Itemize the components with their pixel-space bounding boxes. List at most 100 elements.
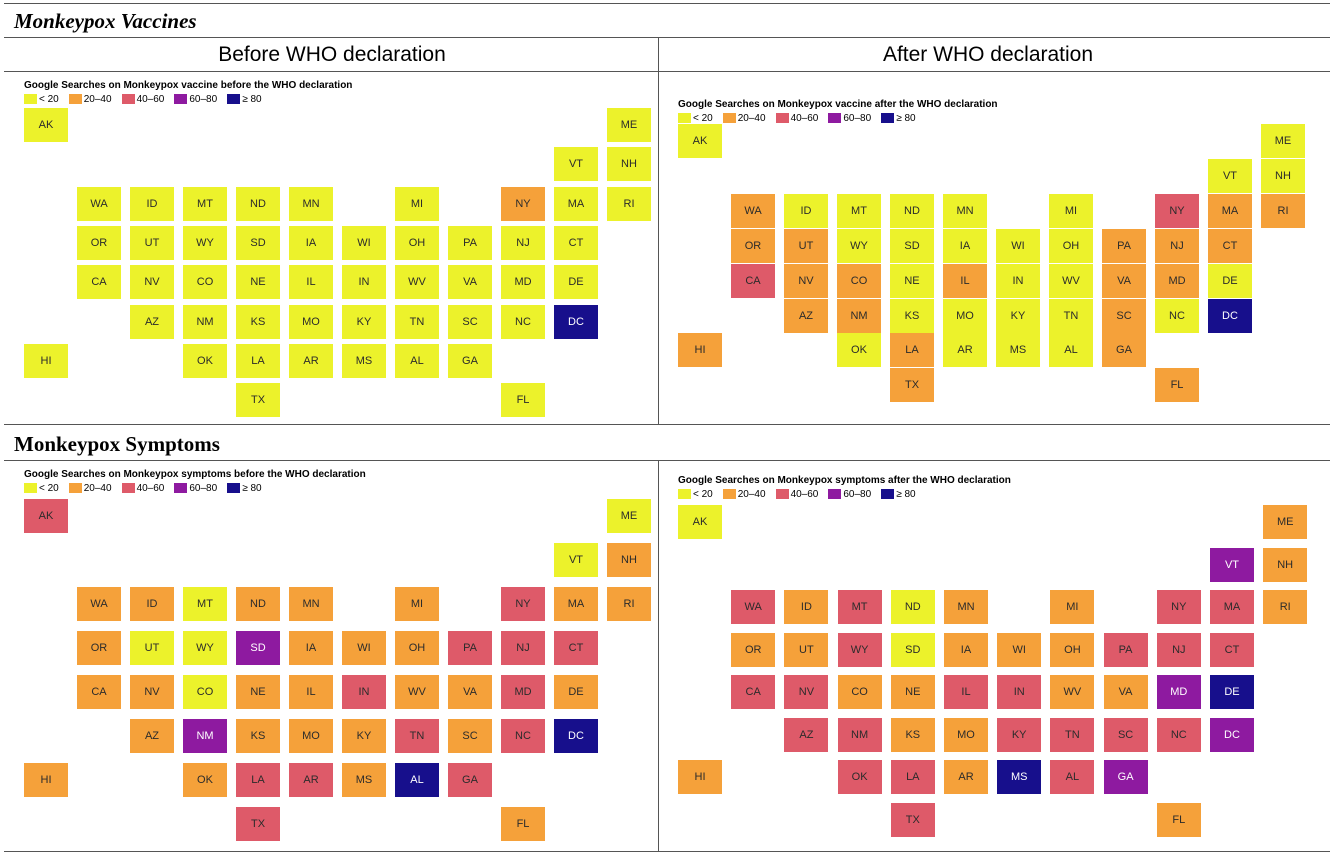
state-tile-ca: CA <box>77 265 121 300</box>
legend-item: ≥ 80 <box>881 113 916 124</box>
legend-item: 60–80 <box>174 483 217 494</box>
state-tile-ok: OK <box>183 763 227 797</box>
legend-item: ≥ 80 <box>227 94 262 105</box>
state-tile-pa: PA <box>448 225 492 260</box>
legend-swatch <box>121 483 135 493</box>
state-tile-id: ID <box>784 193 828 228</box>
state-tile-sd: SD <box>236 631 280 665</box>
state-tile-ak: AK <box>24 108 68 142</box>
state-tile-or: OR <box>731 632 776 667</box>
state-tile-in: IN <box>342 675 386 709</box>
legend-label: 40–60 <box>790 488 819 500</box>
state-tile-ms: MS <box>996 333 1040 368</box>
state-tile-tn: TN <box>395 719 439 753</box>
symptoms-section-title: Monkeypox Symptoms <box>14 432 220 456</box>
state-tile-az: AZ <box>130 719 174 753</box>
state-tile-in: IN <box>342 265 386 300</box>
state-tile-dc: DC <box>1208 298 1252 333</box>
vaccine-after-title: Google Searches on Monkeypox vaccine aft… <box>678 99 998 110</box>
legend-label: < 20 <box>39 93 59 105</box>
state-tile-ct: CT <box>554 225 598 260</box>
state-tile-va: VA <box>448 675 492 709</box>
legend-label: 60–80 <box>189 482 218 494</box>
legend-label: 60–80 <box>189 93 218 105</box>
legend-label: ≥ 80 <box>896 488 916 500</box>
state-tile-ks: KS <box>236 304 280 339</box>
state-tile-va: VA <box>1103 675 1148 709</box>
state-tile-oh: OH <box>1049 228 1093 263</box>
state-tile-ar: AR <box>944 760 988 794</box>
state-tile-nm: NM <box>183 719 227 753</box>
state-tile-mn: MN <box>943 193 987 228</box>
state-tile-tx: TX <box>236 383 280 418</box>
state-tile-al: AL <box>1049 333 1093 368</box>
legend-swatch <box>881 113 895 123</box>
legend-label: 60–80 <box>843 112 872 124</box>
state-tile-tn: TN <box>1049 298 1093 333</box>
state-tile-ut: UT <box>784 632 829 667</box>
legend-item: < 20 <box>678 113 713 124</box>
state-tile-de: DE <box>554 675 598 709</box>
state-tile-nd: ND <box>236 587 280 621</box>
state-tile-nc: NC <box>501 304 545 339</box>
state-tile-ga: GA <box>448 763 492 797</box>
state-tile-md: MD <box>501 675 545 709</box>
state-tile-nh: NH <box>607 543 651 577</box>
state-tile-nv: NV <box>784 263 828 298</box>
state-tile-ga: GA <box>448 343 492 378</box>
legend-item: 20–40 <box>722 113 766 124</box>
state-tile-dc: DC <box>554 304 598 339</box>
state-tile-de: DE <box>1210 675 1254 709</box>
legend-item: 20–40 <box>68 94 112 105</box>
state-tile-ne: NE <box>236 265 280 300</box>
state-tile-sc: SC <box>1102 298 1146 333</box>
state-tile-mi: MI <box>395 186 439 221</box>
state-tile-nm: NM <box>837 717 882 752</box>
state-tile-wa: WA <box>731 193 775 228</box>
state-tile-hi: HI <box>678 760 722 794</box>
state-tile-vt: VT <box>554 147 598 182</box>
state-tile-md: MD <box>501 265 545 300</box>
state-tile-ak: AK <box>678 124 722 158</box>
legend-label: 60–80 <box>843 488 872 500</box>
state-tile-ri: RI <box>607 186 651 221</box>
legend-item: 20–40 <box>68 483 112 494</box>
state-tile-ky: KY <box>342 304 386 339</box>
state-tile-al: AL <box>395 763 439 797</box>
legend-swatch <box>722 489 736 499</box>
state-tile-mn: MN <box>289 587 333 621</box>
legend-swatch <box>775 489 789 499</box>
legend-swatch <box>678 489 691 499</box>
state-tile-sc: SC <box>1103 717 1148 752</box>
state-tile-ms: MS <box>342 763 386 797</box>
state-tile-co: CO <box>837 263 881 298</box>
legend-item: 60–80 <box>828 113 871 124</box>
state-tile-ak: AK <box>24 499 68 533</box>
state-tile-ny: NY <box>1155 193 1199 228</box>
state-tile-ut: UT <box>784 228 828 263</box>
state-tile-nv: NV <box>784 675 829 709</box>
state-tile-wa: WA <box>77 587 121 621</box>
vaccine-after-map: Google Searches on Monkeypox vaccine aft… <box>678 99 1318 419</box>
symptoms-after-legend: < 20 20–40 40–60 60–80 ≥ 80 <box>678 488 926 500</box>
symptoms-before-map: Google Searches on Monkeypox symptoms be… <box>24 469 654 849</box>
state-tile-nd: ND <box>890 590 935 624</box>
state-tile-ma: MA <box>554 587 598 621</box>
state-tile-in: IN <box>996 263 1040 298</box>
state-tile-fl: FL <box>501 383 545 418</box>
state-tile-nc: NC <box>1155 298 1199 333</box>
legend-label: 20–40 <box>737 488 766 500</box>
state-tile-ne: NE <box>890 263 934 298</box>
state-tile-va: VA <box>448 265 492 300</box>
state-tile-nh: NH <box>1261 158 1305 193</box>
after-column-header: After WHO declaration <box>882 43 1094 66</box>
state-tile-ks: KS <box>236 719 280 753</box>
state-tile-hi: HI <box>24 763 68 797</box>
state-tile-me: ME <box>607 108 651 142</box>
state-tile-sd: SD <box>236 225 280 260</box>
legend-item: 40–60 <box>121 483 164 494</box>
state-tile-mi: MI <box>395 587 439 621</box>
state-tile-az: AZ <box>784 717 829 752</box>
state-tile-dc: DC <box>1210 717 1254 752</box>
state-tile-co: CO <box>837 675 882 709</box>
